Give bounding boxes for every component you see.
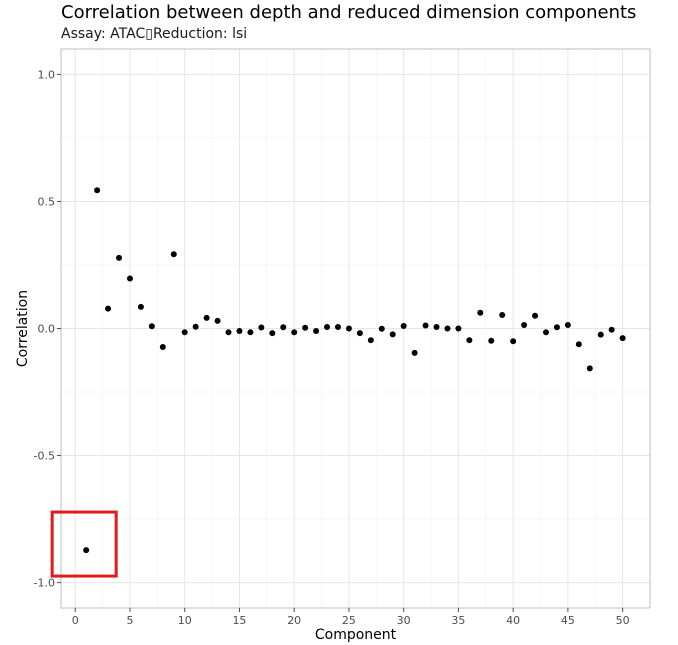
data-point [159,344,166,351]
data-point [521,321,528,328]
data-point [313,328,320,335]
data-point [608,326,615,333]
data-point [422,322,429,329]
x-tick-label: 35 [451,614,465,627]
x-tick-label: 15 [232,614,246,627]
data-point [575,341,582,348]
x-tick-label: 25 [342,614,356,627]
data-point [356,330,363,337]
x-tick-label: 0 [72,614,79,627]
data-point [367,337,374,344]
data-point [400,322,407,329]
x-tick-label: 30 [397,614,411,627]
data-point [258,324,265,331]
data-point [433,323,440,330]
data-point [619,335,626,342]
data-point [510,338,517,345]
data-point [411,349,418,356]
data-point [192,323,199,330]
data-point [597,331,604,338]
data-point [466,337,473,344]
data-point [116,254,123,261]
x-tick-label: 40 [506,614,520,627]
data-point [83,547,90,554]
data-point [280,324,287,331]
data-point [378,325,385,332]
data-point [170,251,177,258]
x-tick-label: 50 [616,614,630,627]
data-point [553,324,560,331]
data-point [564,321,571,328]
data-point [324,323,331,330]
data-points [83,187,626,554]
data-point [302,324,309,331]
chart-subtitle: Assay: ATAC▯Reduction: lsi [61,26,248,42]
data-point [105,305,112,312]
y-tick-label: -1.0 [34,577,55,590]
data-point [477,309,484,316]
data-point [137,303,144,310]
data-point [126,275,133,282]
data-point [148,323,155,330]
x-tick-label: 45 [561,614,575,627]
y-tick-label: 0.0 [38,323,56,336]
y-axis-title: Correlation [15,290,31,367]
data-point [542,329,549,336]
data-point [181,329,188,336]
data-point [214,317,221,324]
data-point [247,329,254,336]
data-point [499,312,506,319]
data-point [236,328,243,335]
data-point [532,312,539,319]
data-point [334,323,341,330]
x-tick-label: 5 [126,614,133,627]
y-tick-label: 0.5 [38,195,56,208]
axis-ticks: 0 5 10 15 20 25 30 35 40 45 50 -1.0 -0.5 0.0 0.5 1.0 [34,68,630,627]
chart-title: Correlation between depth and reduced di… [61,2,637,23]
data-point [203,314,210,321]
data-point [225,329,232,336]
data-point [444,325,451,332]
highlight-box [50,510,118,578]
data-point [455,325,462,332]
data-point [586,365,593,372]
data-point [488,337,495,344]
data-point [291,329,298,336]
y-tick-label: 1.0 [38,68,56,81]
data-point [269,330,276,337]
y-tick-label: -0.5 [34,450,55,463]
data-point [389,331,396,338]
data-point [94,187,101,194]
highlight-layer [50,510,118,578]
x-tick-label: 20 [287,614,301,627]
data-point [345,325,352,332]
x-axis-title: Component [315,627,397,643]
grid-lines [61,49,650,608]
x-tick-label: 10 [178,614,192,627]
